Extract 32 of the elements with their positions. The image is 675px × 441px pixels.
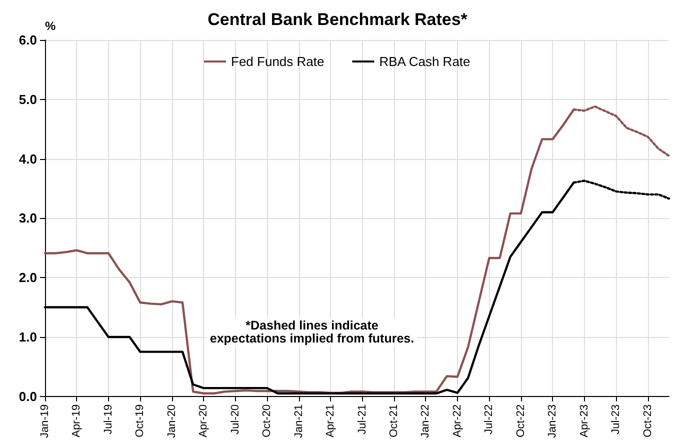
y-tick-label: 2.0 (18, 270, 37, 286)
x-tick-label: Oct-19 (134, 404, 146, 438)
x-tick-label: Apr-19 (70, 404, 83, 438)
x-tick-label: Oct-22 (514, 404, 527, 438)
y-tick-label: 6.0 (18, 32, 37, 48)
legend-label: RBA Cash Rate (379, 54, 470, 69)
x-tick-label: Oct-20 (261, 404, 274, 438)
x-tick-label: Apr-22 (451, 404, 464, 438)
y-axis-title: % (45, 19, 56, 33)
y-tick-label: 4.0 (18, 151, 37, 166)
x-tick-label: Jan-21 (292, 404, 305, 438)
y-tick-label: 1.0 (18, 329, 37, 344)
legend-label: Fed Funds Rate (231, 54, 324, 69)
x-tick-label: Apr-21 (324, 404, 337, 438)
x-tick-label: Jul-20 (229, 404, 242, 434)
y-tick-label: 0.0 (18, 388, 37, 404)
x-tick-label: Jul-19 (102, 404, 114, 434)
chart-title: Central Bank Benchmark Rates* (208, 10, 468, 29)
x-tick-label: Apr-20 (198, 404, 210, 438)
x-tick-label: Jan-22 (420, 404, 432, 438)
x-tick-label: Apr-23 (578, 404, 590, 438)
x-tick-label: Jul-23 (610, 404, 622, 434)
annotation: *Dashed lines indicate expectations implied from futures. (210, 318, 414, 346)
x-tick-label: Jul-22 (483, 404, 496, 434)
y-tick-label: 5.0 (18, 92, 37, 107)
y-tick-label: 3.0 (18, 210, 37, 226)
x-tick-label: Jan-23 (546, 404, 559, 438)
x-tick-label: Oct-21 (388, 404, 400, 438)
x-tick-label: Oct-23 (642, 404, 654, 438)
x-tick-label: Jul-21 (356, 404, 368, 434)
x-tick-label: Jan-19 (39, 404, 51, 438)
x-tick-label: Jan-20 (166, 404, 178, 438)
